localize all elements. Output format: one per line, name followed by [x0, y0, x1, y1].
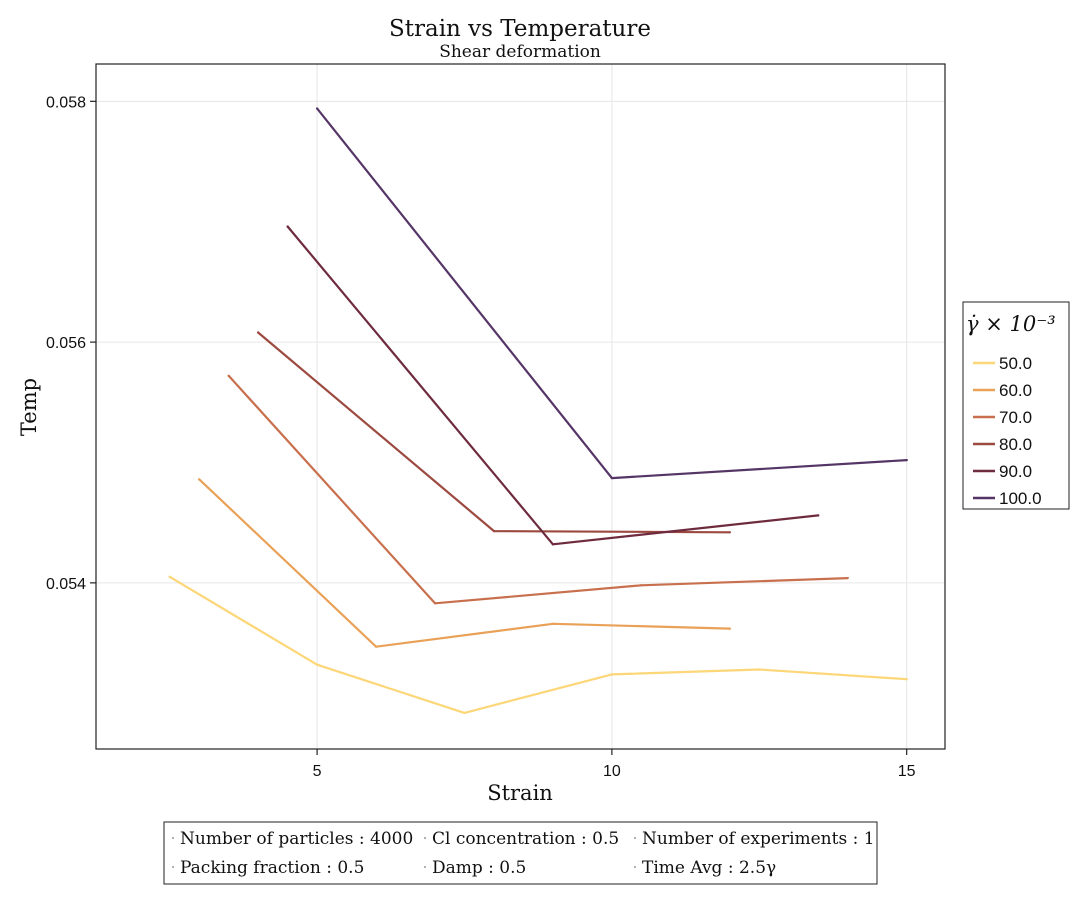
- info-item: Number of particles : 4000: [180, 829, 413, 849]
- data-point: [433, 602, 437, 605]
- x-tick-label: 10: [603, 763, 621, 780]
- x-axis-label: Strain: [487, 781, 553, 805]
- data-point: [168, 575, 171, 579]
- data-point: [846, 576, 849, 580]
- data-point: [227, 374, 230, 378]
- plot-frame: [95, 63, 946, 750]
- info-box: Number of particles : 4000 Cl concentrati…: [163, 821, 878, 885]
- legend: γ̇ × 10⁻³ 50.0 60.0 70.0 80.0 90.0 100.0: [962, 301, 1070, 510]
- data-point: [463, 711, 466, 715]
- legend-label: 60.0: [999, 381, 1032, 400]
- info-bullet: [172, 866, 174, 868]
- grid-lines: [96, 64, 945, 749]
- y-axis-ticks: 0.054 0.056 0.058: [46, 94, 96, 593]
- data-point: [492, 529, 496, 533]
- legend-label: 50.0: [999, 354, 1032, 373]
- info-bullet: [172, 837, 174, 839]
- info-box-frame: [163, 821, 878, 885]
- chart-title: Strain vs Temperature: [389, 16, 651, 42]
- y-tick-label: 0.058: [46, 94, 86, 111]
- info-bullet: [634, 866, 636, 868]
- legend-box: [962, 301, 1070, 510]
- series-line-80.0: [257, 331, 730, 534]
- series-line-50.0: [169, 575, 907, 715]
- legend-label: 90.0: [999, 462, 1032, 481]
- x-tick-label: 15: [898, 763, 916, 780]
- data-point: [256, 331, 260, 334]
- info-item: Number of experiments : 1: [642, 829, 875, 849]
- data-point: [610, 476, 614, 480]
- chart-subtitle: Shear deformation: [439, 42, 601, 62]
- legend-title: γ̇ × 10⁻³: [966, 312, 1056, 336]
- data-point: [374, 645, 378, 648]
- data-point: [610, 673, 614, 676]
- data-point: [286, 225, 289, 228]
- series-line-90.0: [286, 225, 819, 546]
- legend-label: 100.0: [999, 489, 1042, 508]
- data-point: [728, 531, 732, 534]
- info-bullet: [424, 837, 426, 839]
- data-point: [817, 514, 820, 517]
- y-axis-label: Temp: [17, 378, 41, 436]
- info-bullet: [424, 866, 426, 868]
- info-item: Damp : 0.5: [432, 858, 526, 878]
- legend-entries: 50.0 60.0 70.0 80.0 90.0 100.0: [973, 354, 1042, 508]
- series-line-70.0: [227, 375, 848, 605]
- data-point: [551, 543, 555, 546]
- data-point: [728, 627, 732, 630]
- info-item: Cl concentration : 0.5: [432, 829, 619, 849]
- series-lines: [168, 107, 908, 715]
- data-point: [905, 677, 908, 681]
- data-point: [758, 668, 761, 671]
- data-point: [315, 663, 319, 666]
- x-tick-label: 5: [313, 763, 322, 780]
- info-item: Packing fraction : 0.5: [180, 858, 364, 878]
- data-point: [640, 584, 643, 587]
- info-bullet: [634, 837, 636, 839]
- data-point: [197, 478, 201, 481]
- info-item: Time Avg : 2.5γ: [642, 858, 776, 878]
- x-axis-ticks: 5 10 15: [313, 749, 916, 780]
- data-point: [315, 107, 319, 110]
- info-items: Number of particles : 4000 Cl concentrati…: [172, 829, 875, 878]
- legend-label: 70.0: [999, 408, 1032, 427]
- data-point: [905, 458, 908, 462]
- legend-label: 80.0: [999, 435, 1032, 454]
- data-point: [551, 622, 555, 625]
- series-line-60.0: [198, 478, 730, 648]
- y-tick-label: 0.056: [46, 335, 86, 352]
- y-tick-label: 0.054: [46, 576, 86, 593]
